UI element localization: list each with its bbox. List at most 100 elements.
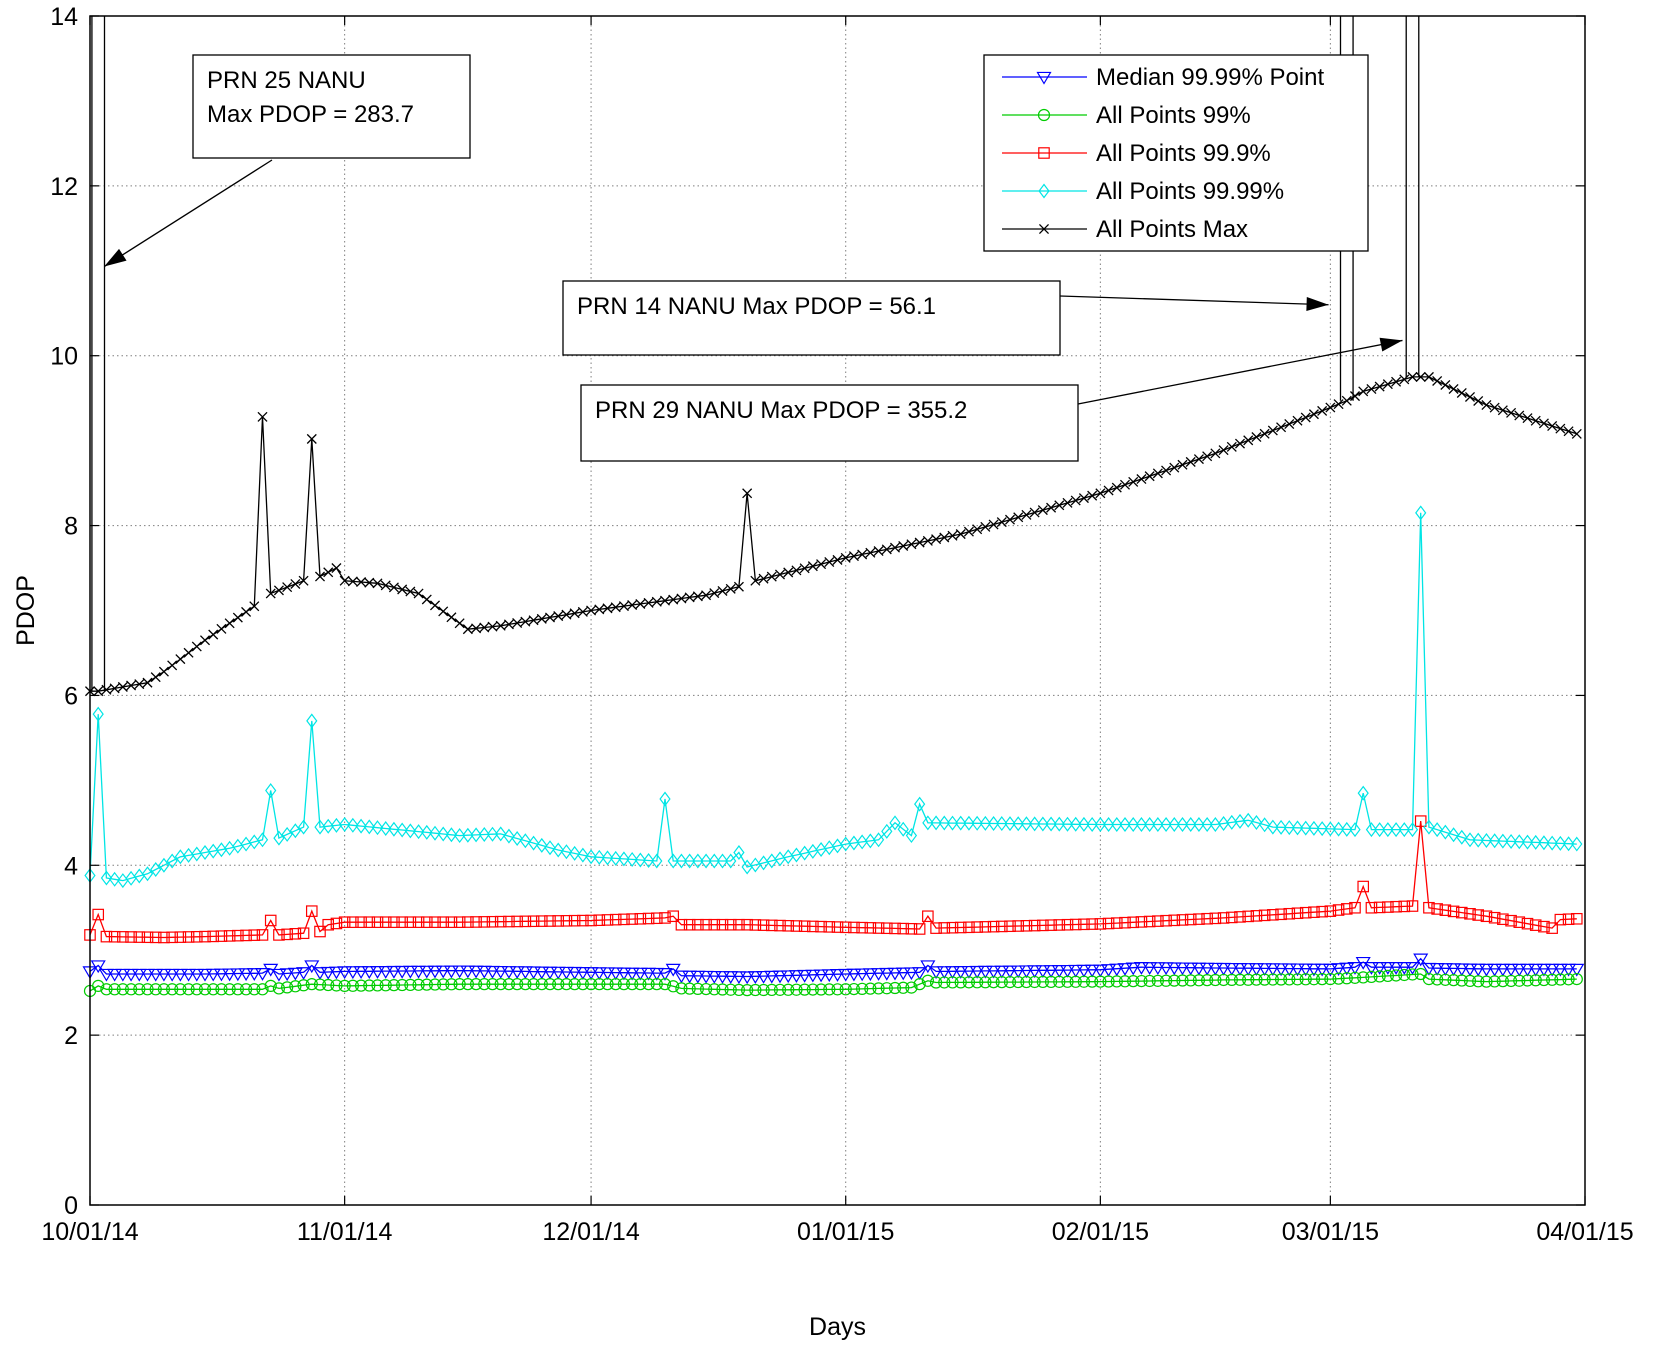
data-point: [527, 835, 540, 851]
data-point: [798, 983, 811, 996]
data-point: [380, 580, 391, 591]
data-point: [725, 853, 737, 869]
data-point: [213, 968, 229, 982]
data-point: [946, 976, 959, 989]
data-point: [709, 588, 720, 599]
data-point: [1505, 833, 1517, 849]
data-point: [1291, 907, 1304, 920]
data-point: [1281, 963, 1297, 977]
series-1: [83, 967, 1583, 998]
data-point: [249, 601, 260, 612]
data-point: [1226, 814, 1238, 830]
data-point: [271, 968, 287, 982]
data-point: [1201, 912, 1213, 925]
data-point: [862, 968, 878, 982]
data-point: [757, 983, 770, 997]
data-point: [1044, 975, 1058, 989]
data-point: [181, 968, 197, 982]
data-point: [519, 978, 532, 991]
data-point: [1432, 375, 1443, 386]
data-point: [453, 978, 466, 991]
data-point: [248, 929, 261, 941]
data-point: [1497, 833, 1509, 849]
data-point: [568, 914, 581, 927]
data-point: [700, 853, 712, 869]
data-point: [569, 845, 581, 861]
data-point: [1365, 901, 1378, 914]
data-point: [560, 978, 573, 991]
data-point: [1176, 974, 1189, 987]
data-point: [224, 618, 235, 629]
data-point: [659, 912, 671, 924]
x-tick-label: 01/01/15: [797, 1218, 894, 1246]
data-point: [955, 529, 966, 540]
data-point: [101, 684, 112, 695]
data-point: [1340, 972, 1353, 985]
data-point: [240, 929, 252, 942]
data-point: [1217, 815, 1230, 831]
y-axis-ticks: 0 2 4 6 8 10 12 14: [50, 3, 1585, 1220]
data-point: [238, 968, 254, 982]
data-point: [1324, 821, 1336, 837]
data-point: [323, 567, 334, 578]
annotation-box: [580, 384, 1079, 462]
data-point: [823, 921, 836, 933]
data-point: [1299, 973, 1312, 986]
data-point: [1078, 816, 1090, 832]
data-point: [1087, 490, 1098, 501]
data-point: [289, 823, 301, 839]
data-point: [92, 979, 105, 993]
y-axis-label: PDOP: [12, 575, 40, 646]
data-point: [396, 978, 409, 992]
data-point: [1193, 913, 1205, 925]
data-point: [930, 815, 942, 831]
data-point: [1128, 476, 1139, 487]
data-point: [642, 853, 655, 869]
data-point: [682, 970, 698, 984]
data-point: [1562, 973, 1575, 986]
data-point: [765, 919, 778, 932]
data-point: [1522, 413, 1533, 424]
data-point: [339, 575, 350, 586]
data-point: [437, 978, 450, 991]
data-point: [716, 983, 729, 996]
data-point: [511, 978, 524, 991]
data-point: [519, 915, 532, 928]
data-point: [782, 919, 795, 932]
data-point: [815, 920, 827, 933]
data-point: [1209, 912, 1222, 925]
data-point: [1504, 974, 1518, 988]
data-point: [684, 853, 696, 869]
data-point: [675, 853, 688, 869]
data-point: [493, 965, 509, 979]
annotation-arrowhead: [1306, 297, 1329, 312]
data-point: [1119, 479, 1131, 490]
data-point: [435, 965, 451, 979]
data-point: [558, 966, 574, 980]
data-point: [658, 978, 672, 991]
data-point: [338, 979, 351, 993]
data-point: [1521, 917, 1534, 930]
data-point: [905, 828, 918, 844]
data-point: [131, 968, 147, 982]
data-point: [1243, 435, 1254, 446]
data-point: [1143, 974, 1156, 988]
data-point: [346, 979, 359, 992]
data-point: [865, 547, 876, 558]
data-point: [723, 971, 739, 985]
data-point: [347, 576, 358, 587]
data-point: [897, 981, 910, 994]
data-point: [1242, 910, 1255, 923]
data-point: [428, 978, 442, 991]
data-point: [797, 969, 813, 983]
data-point: [618, 851, 630, 867]
data-point: [330, 979, 343, 992]
data-point: [1135, 916, 1148, 928]
data-point: [412, 824, 425, 840]
data-point: [256, 983, 269, 996]
data-point: [484, 965, 501, 979]
data-point: [1183, 962, 1199, 976]
data-point: [125, 931, 137, 943]
data-point: [207, 930, 220, 943]
data-point: [330, 817, 343, 833]
